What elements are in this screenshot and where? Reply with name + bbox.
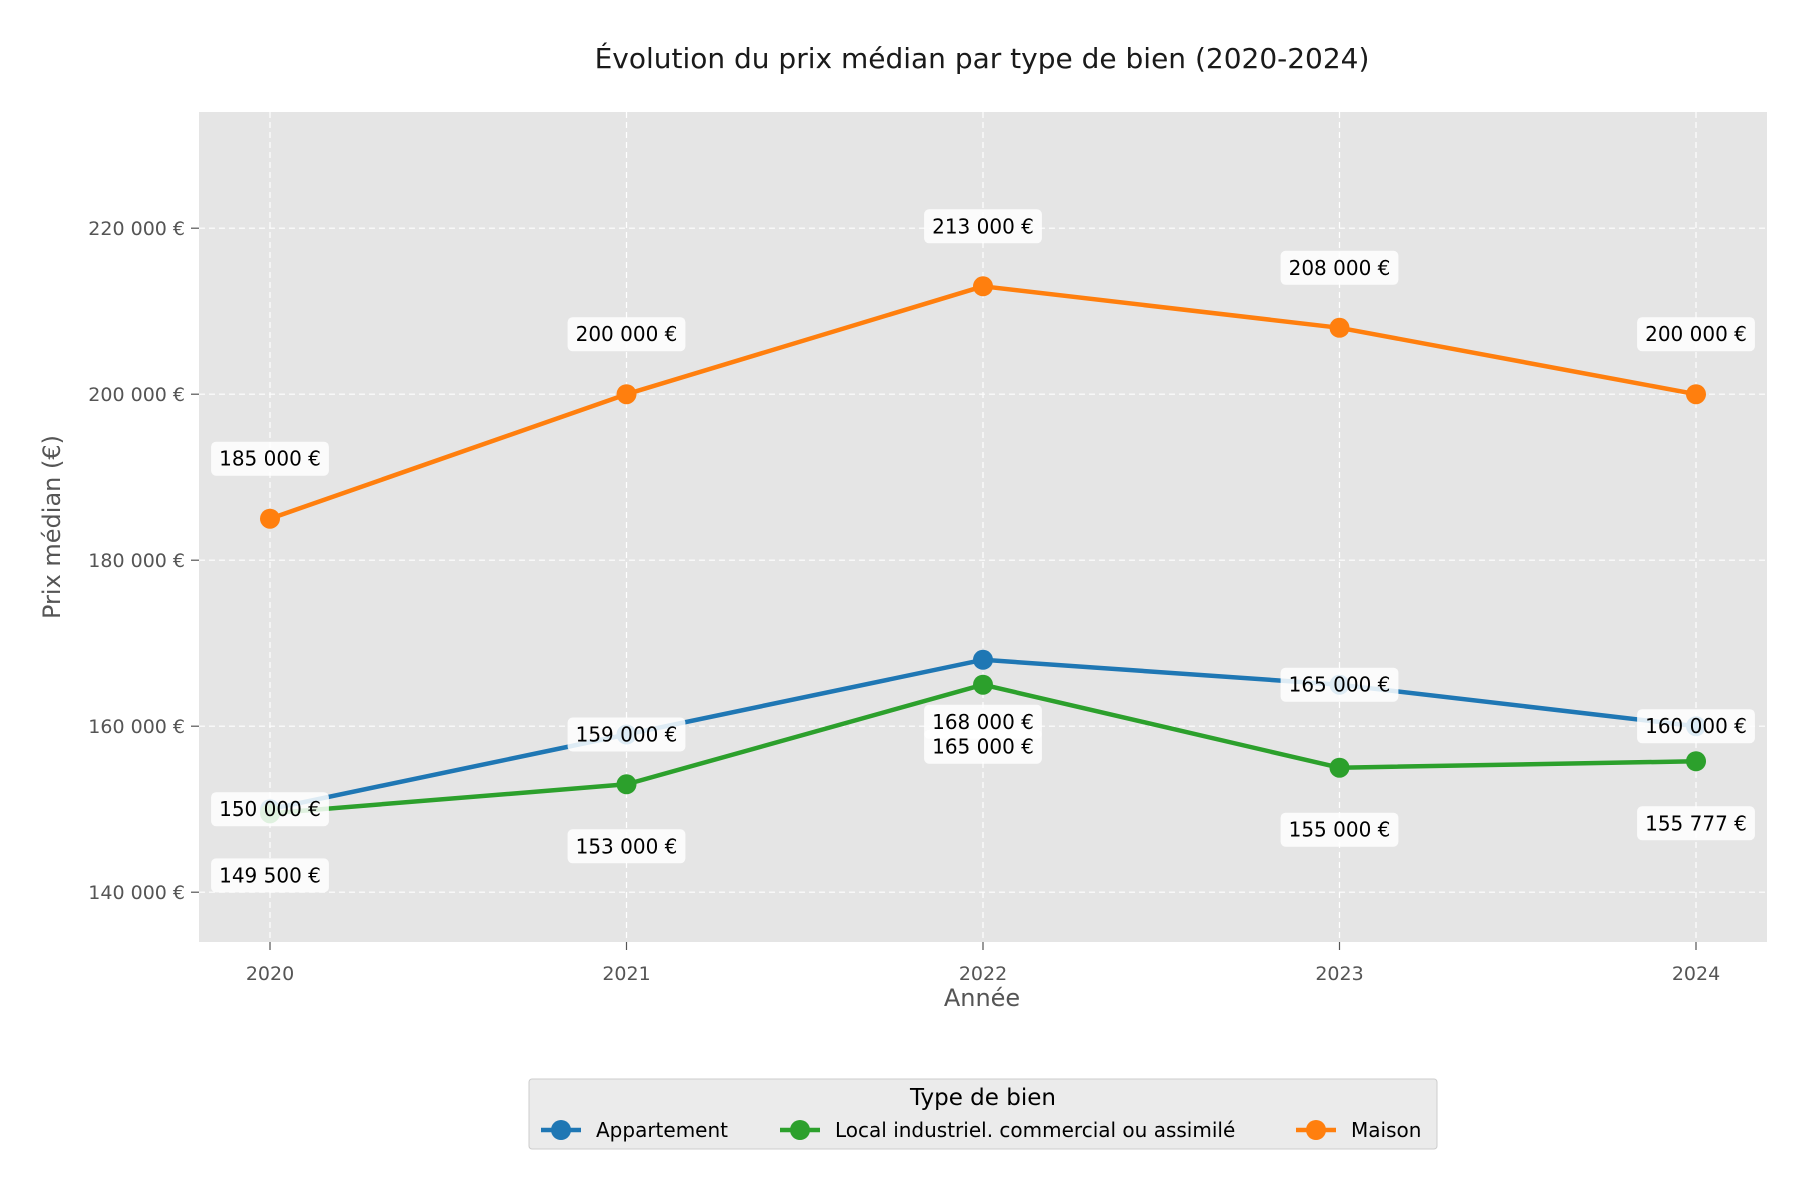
data-labels: 150 000 €159 000 €168 000 €165 000 €160 … [211, 209, 1755, 893]
legend-entry-maison: Maison [1296, 1118, 1421, 1142]
x-tick-label: 2021 [602, 963, 650, 985]
point-local-industriel-commercial-ou-assimile [1329, 757, 1350, 778]
legend-label-local-industriel-commercial-ou-assimile: Local industriel. commercial ou assimilé [835, 1118, 1235, 1142]
legend-marker-local-industriel-commercial-ou-assimile [790, 1120, 810, 1140]
data-label-maison: 213 000 € [932, 214, 1034, 238]
y-tick-label: 140 000 € [88, 882, 185, 904]
y-tick-label: 220 000 € [88, 218, 185, 240]
data-label-box [1637, 317, 1755, 352]
data-label-local-industriel-commercial-ou-assimile: 165 000 € [932, 735, 1034, 759]
y-axis-label: Prix médian (€) [38, 435, 66, 619]
data-label-box [1637, 806, 1755, 841]
point-maison [973, 276, 993, 297]
y-tick-label: 180 000 € [88, 550, 185, 572]
data-label-group-appartement: 159 000 € [567, 717, 686, 752]
legend-marker-maison [1306, 1120, 1326, 1140]
data-label-box [211, 792, 329, 827]
point-maison [260, 508, 280, 529]
data-label-group-maison: 200 000 € [1637, 317, 1755, 352]
legend-entries: Appartement Local industriel. commercial … [541, 1118, 1421, 1142]
chart-title: Évolution du prix médian par type de bie… [595, 41, 1370, 75]
data-label-group-appartement: 165 000 € [1280, 667, 1399, 702]
x-tick-label: 2022 [959, 963, 1007, 985]
data-label-box [211, 441, 329, 476]
data-label-local-industriel-commercial-ou-assimile: 155 000 € [1289, 818, 1391, 842]
y-tick-label: 200 000 € [88, 384, 185, 406]
point-appartement [973, 649, 993, 670]
legend-marker-appartement [551, 1120, 571, 1140]
data-label-appartement: 165 000 € [1289, 673, 1391, 697]
data-label-group-local-industriel-commercial-ou-assimile: 155 777 € [1637, 806, 1755, 841]
data-label-box [924, 209, 1042, 244]
legend-label-maison: Maison [1351, 1118, 1421, 1142]
x-tick-label: 2023 [1315, 963, 1363, 985]
data-label-local-industriel-commercial-ou-assimile: 155 777 € [1645, 811, 1747, 835]
data-label-box [1280, 812, 1399, 847]
data-label-maison: 208 000 € [1289, 256, 1391, 280]
data-label-local-industriel-commercial-ou-assimile: 153 000 € [576, 834, 678, 858]
data-label-group-local-industriel-commercial-ou-assimile: 149 500 € [211, 858, 329, 893]
data-label-appartement: 160 000 € [1645, 714, 1747, 738]
x-axis-ticks: 2020 2021 2022 2023 2024 [246, 942, 1720, 985]
x-axis-label: Année [944, 984, 1020, 1012]
data-label-box [1280, 250, 1399, 285]
data-label-box [567, 829, 686, 864]
data-label-group-appartement: 160 000 € [1637, 709, 1755, 744]
legend-box [528, 1078, 1438, 1150]
legend: Type de bien Appartement Local industriel… [528, 1078, 1438, 1150]
legend-title: Type de bien [909, 1085, 1056, 1111]
data-label-group-local-industriel-commercial-ou-assimile: 165 000 € [924, 729, 1042, 764]
data-label-box [567, 717, 686, 752]
data-label-local-industriel-commercial-ou-assimile: 149 500 € [219, 863, 321, 887]
point-maison [1329, 317, 1350, 338]
data-label-group-appartement: 150 000 € [211, 792, 329, 827]
y-axis-ticks: 140 000 € 160 000 € 180 000 € 200 000 € 220 … [88, 218, 199, 904]
data-label-box [1637, 709, 1755, 744]
data-label-box [211, 858, 329, 893]
data-label-appartement: 159 000 € [576, 723, 678, 747]
data-label-appartement: 150 000 € [219, 797, 321, 821]
data-label-box [1280, 667, 1399, 702]
y-tick-label: 160 000 € [88, 716, 185, 738]
data-label-group-local-industriel-commercial-ou-assimile: 155 000 € [1280, 812, 1399, 847]
data-label-maison: 200 000 € [576, 322, 678, 346]
legend-entry-local-industriel-commercial-ou-assimile: Local industriel. commercial ou assimilé [780, 1118, 1235, 1142]
legend-label-appartement: Appartement [596, 1118, 728, 1142]
data-label-box [567, 317, 686, 352]
legend-entry-appartement: Appartement [541, 1118, 728, 1142]
data-label-maison: 200 000 € [1645, 322, 1747, 346]
data-label-maison: 185 000 € [219, 447, 321, 471]
point-local-industriel-commercial-ou-assimile [973, 674, 993, 695]
data-label-group-maison: 185 000 € [211, 441, 329, 476]
point-local-industriel-commercial-ou-assimile [616, 774, 637, 795]
data-label-group-local-industriel-commercial-ou-assimile: 153 000 € [567, 829, 686, 864]
point-maison [1686, 384, 1706, 405]
x-tick-label: 2024 [1672, 963, 1720, 985]
data-label-group-maison: 213 000 € [924, 209, 1042, 244]
x-tick-label: 2020 [246, 963, 294, 985]
point-local-industriel-commercial-ou-assimile [1686, 751, 1706, 772]
data-label-box [924, 729, 1042, 764]
point-maison [616, 384, 637, 405]
data-label-group-maison: 208 000 € [1280, 250, 1399, 285]
data-label-group-maison: 200 000 € [567, 317, 686, 352]
